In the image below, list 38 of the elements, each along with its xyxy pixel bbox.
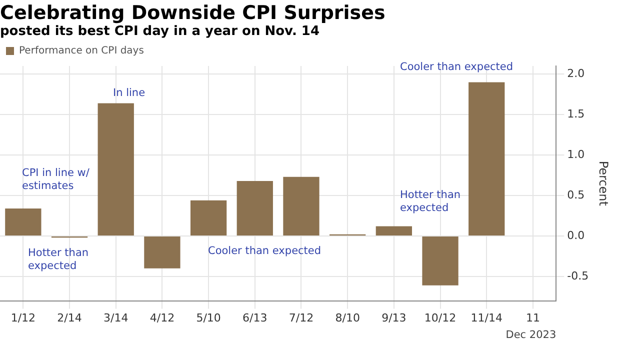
x-tick-label: 3/14 <box>104 311 128 324</box>
annotation: Hotter than expected <box>400 188 461 214</box>
annotation: Cooler than expected <box>208 244 322 257</box>
x-tick-label: 4/12 <box>150 311 175 324</box>
y-tick-label: 2.0 <box>567 66 585 80</box>
x-tick-label: 11/14 <box>470 311 502 324</box>
bar <box>468 82 505 236</box>
bar <box>98 103 134 236</box>
x-tick-label: 5/10 <box>196 311 221 324</box>
chart-title: Celebrating Downside CPI Surprises <box>0 2 386 24</box>
bar <box>283 176 320 236</box>
bar <box>236 180 273 236</box>
y-tick-label: -0.5 <box>567 269 589 282</box>
bar <box>5 208 42 236</box>
y-tick-label: 1.0 <box>567 148 585 161</box>
chart-subtitle: posted its best CPI day in a year on Nov. 14 <box>0 24 321 40</box>
x-tick-label: 6/13 <box>242 311 268 324</box>
x-tick-label: 8/10 <box>335 311 360 324</box>
x-tick-label: 2/14 <box>57 311 82 324</box>
x-tick-label: 7/12 <box>288 311 314 324</box>
bar <box>422 236 458 286</box>
legend-label: Performance on CPI days <box>19 46 144 57</box>
x-tick-label: 9/13 <box>382 311 406 324</box>
y-tick-label: 0.5 <box>567 188 585 202</box>
annotation: CPI in line w/ estimates <box>22 166 90 192</box>
annotation: In line <box>113 86 146 99</box>
text: Dec 2023 <box>506 328 556 341</box>
bar <box>190 200 227 236</box>
bar <box>376 226 412 236</box>
annotation: Hotter than expected <box>28 246 89 272</box>
annotation: Cooler than expected <box>400 60 514 73</box>
x-tick-label: 10/12 <box>424 311 456 324</box>
x-tick-label: 1/12 <box>10 311 36 324</box>
x-tick-label: 11 <box>526 311 540 324</box>
y-tick-label: 1.5 <box>567 107 585 120</box>
y-tick-label: 0.0 <box>567 228 585 242</box>
y-axis-title: Percent <box>596 160 611 206</box>
bar <box>144 236 180 268</box>
